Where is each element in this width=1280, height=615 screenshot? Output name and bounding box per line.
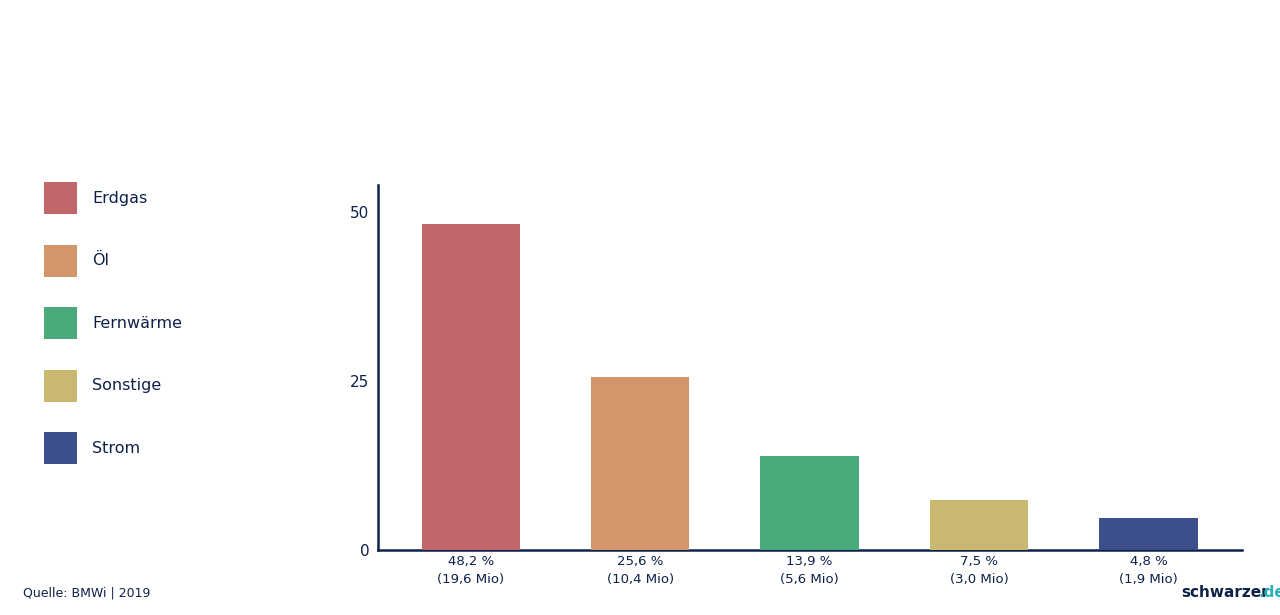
Bar bbox=[45, 182, 77, 214]
Bar bbox=[45, 245, 77, 277]
Text: Erdgas: Erdgas bbox=[92, 191, 147, 206]
Text: ENERGIETRÄGER GESAMT: 40,6 MIO.: ENERGIETRÄGER GESAMT: 40,6 MIO. bbox=[393, 151, 721, 168]
Bar bbox=[45, 370, 77, 402]
Text: Öl: Öl bbox=[92, 253, 109, 268]
Text: ENERGIETRÄGER: ENERGIETRÄGER bbox=[52, 132, 177, 146]
Bar bbox=[1100, 518, 1198, 550]
Text: Fast jede zweite deutsche Wohnung wird mit Erdgas beheizt: Fast jede zweite deutsche Wohnung wird m… bbox=[369, 74, 911, 92]
Text: Sonstige: Sonstige bbox=[92, 378, 161, 394]
Bar bbox=[45, 432, 77, 464]
Text: .de: .de bbox=[1258, 585, 1280, 600]
Text: Fernwärme: Fernwärme bbox=[92, 316, 182, 331]
Bar bbox=[45, 308, 77, 339]
Text: Strom: Strom bbox=[92, 441, 140, 456]
Text: Erdgas ist bundesweit Energieträger Nr. 1 für ein warmes Zuhause: Erdgas ist bundesweit Energieträger Nr. … bbox=[91, 22, 1189, 50]
Bar bbox=[421, 224, 520, 550]
Bar bbox=[591, 377, 690, 550]
Bar bbox=[929, 499, 1028, 550]
Bar bbox=[760, 456, 859, 550]
Text: schwarzer: schwarzer bbox=[1181, 585, 1268, 600]
Text: Quelle: BMWi | 2019: Quelle: BMWi | 2019 bbox=[23, 587, 151, 600]
